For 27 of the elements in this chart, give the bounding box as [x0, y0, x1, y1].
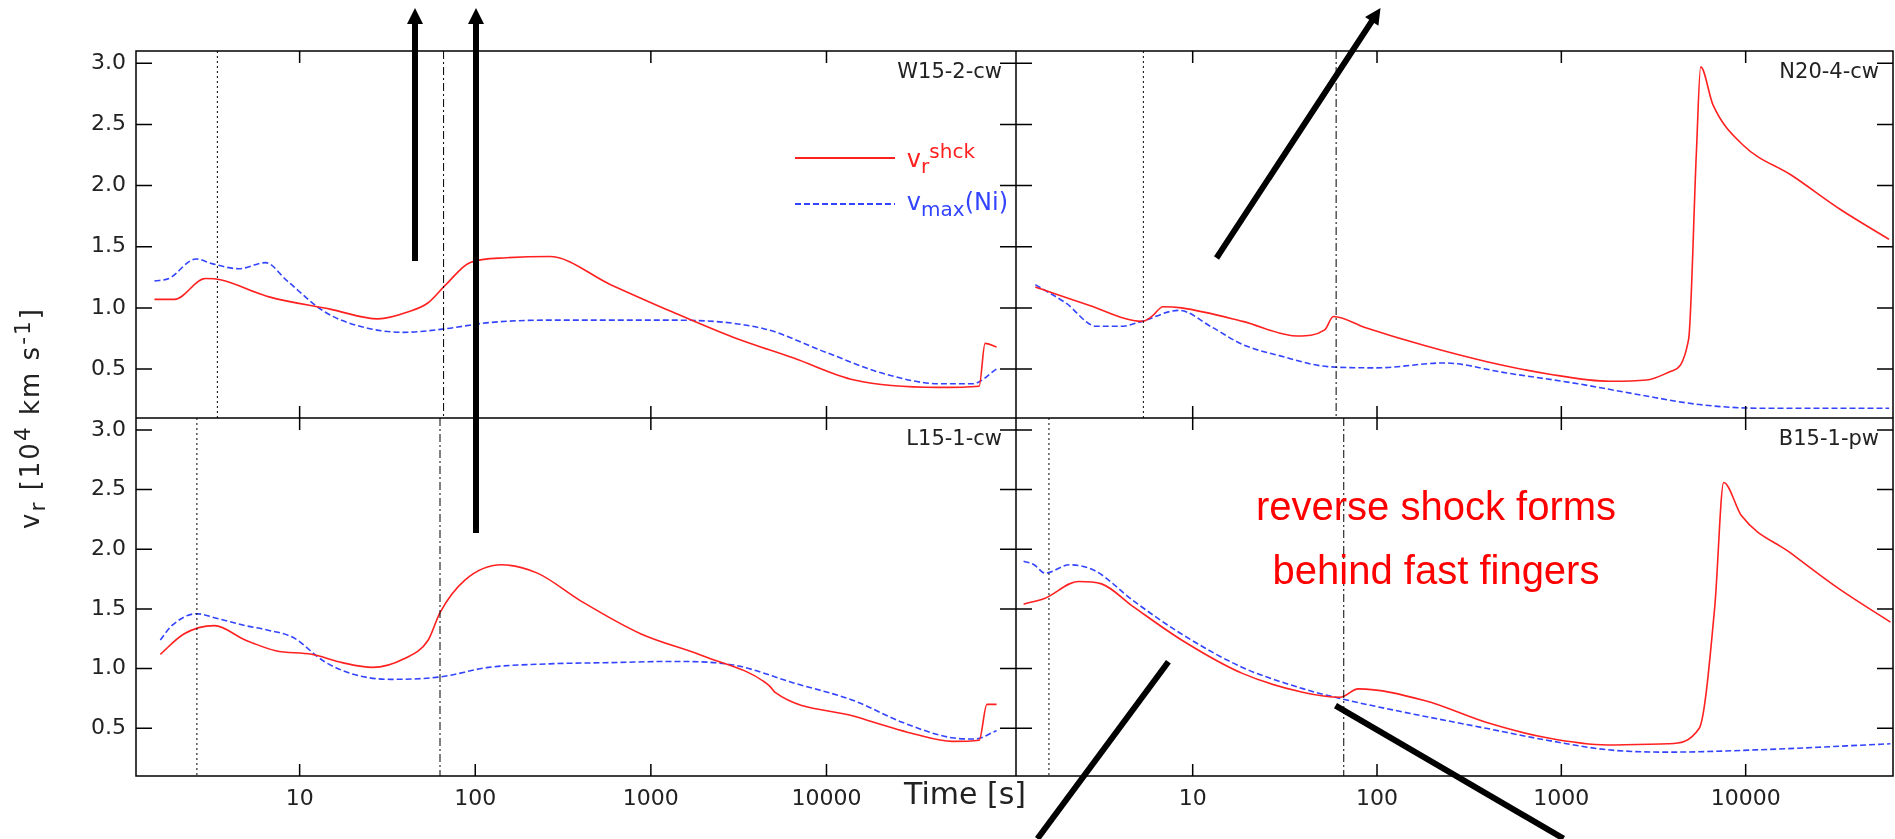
y-tick-label: 3.0 — [91, 415, 126, 441]
x-tick-label: 10 — [1178, 784, 1207, 810]
y-tick-label: 1.5 — [91, 594, 126, 620]
x-tick-label: 10000 — [791, 784, 862, 810]
annotation: reverse shock forms behind fast fingers — [1254, 483, 1618, 594]
y-tick-label: 2.5 — [91, 110, 126, 136]
y-tick-label: 0.5 — [91, 354, 126, 380]
y-tick-label: 1.0 — [91, 654, 126, 680]
x-tick-label: 1000 — [622, 784, 679, 810]
y-tick-label: 3.0 — [91, 48, 126, 74]
x-tick-label: 100 — [454, 784, 497, 810]
x-axis-title: Time [s] — [904, 776, 1026, 811]
chart-title: B15-1-pw — [1778, 426, 1879, 450]
y-tick-label: 2.5 — [91, 475, 126, 501]
y-tick-label: 2.0 — [91, 171, 126, 197]
y-tick-label: 0.5 — [91, 713, 126, 739]
x-tick-label: 100 — [1356, 784, 1399, 810]
y-tick-label: 1.0 — [91, 293, 126, 319]
x-tick-label: 10000 — [1710, 784, 1781, 810]
y-tick-label: 2.0 — [91, 534, 126, 560]
chart-title: L15-1-cw — [906, 426, 1002, 450]
x-tick-label: 1000 — [1533, 784, 1590, 810]
x-tick-label: 10 — [285, 784, 314, 810]
chart-title: N20-4-cw — [1779, 59, 1879, 83]
legend-label: v$_{max}$(Ni) — [906, 187, 1008, 221]
y-tick-label: 1.5 — [91, 232, 126, 258]
chart-title: W15-2-cw — [897, 59, 1002, 83]
